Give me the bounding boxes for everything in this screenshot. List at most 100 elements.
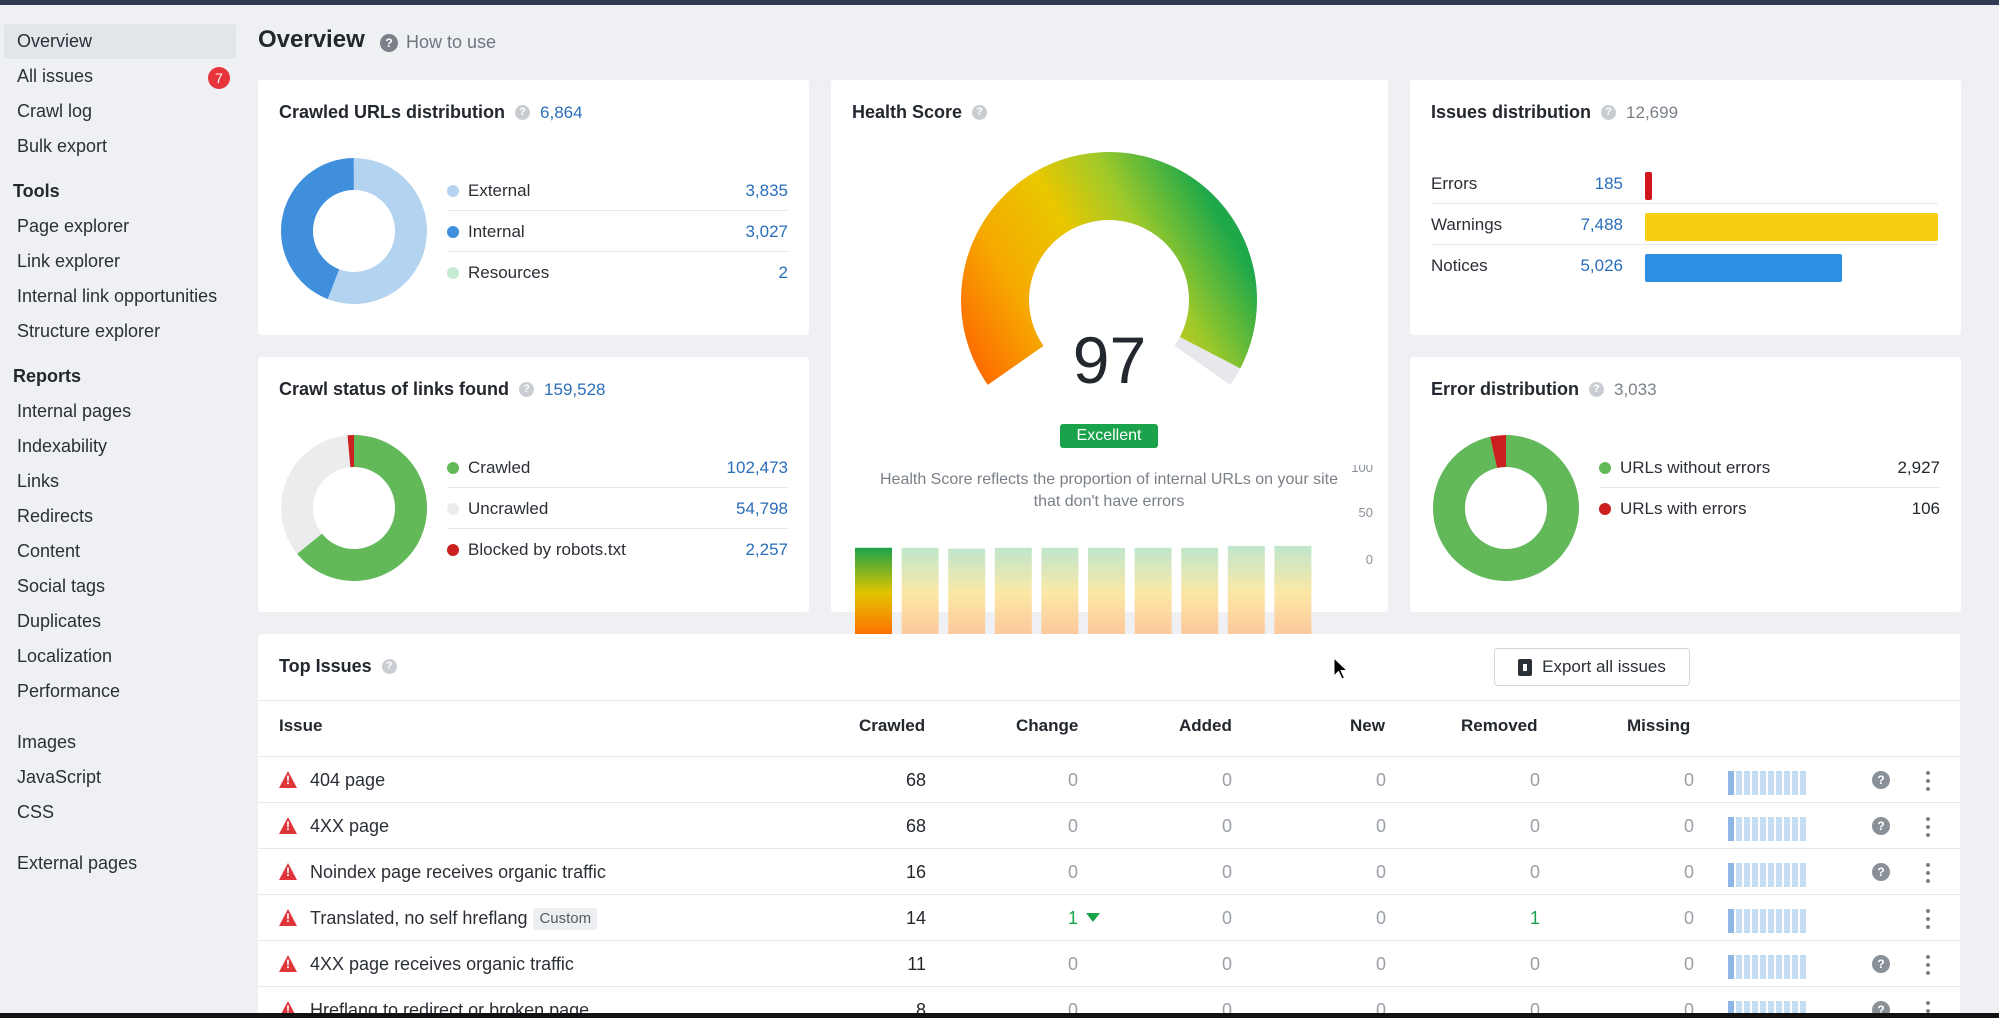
sidebar-item-indexability[interactable]: Indexability <box>4 429 236 464</box>
legend-value[interactable]: 2,927 <box>1897 458 1940 477</box>
help-icon[interactable]: ? <box>972 105 988 120</box>
health-history-bar[interactable] <box>994 547 1032 638</box>
more-options-icon[interactable] <box>1926 955 1930 975</box>
cell-missing[interactable]: 0 <box>1594 849 1694 895</box>
column-header-crawled[interactable]: Crawled <box>859 716 926 735</box>
sidebar-item-links[interactable]: Links <box>4 464 236 499</box>
cell-removed[interactable]: 1 <box>1440 895 1540 941</box>
column-header-added[interactable]: Added <box>1179 716 1232 735</box>
issue-name[interactable]: 404 page <box>310 770 386 790</box>
legend-item-external[interactable]: External 3,835 <box>447 170 788 211</box>
cell-added[interactable]: 0 <box>1132 757 1232 803</box>
donut-slice-urls-with-errors[interactable] <box>1490 435 1506 468</box>
dist-value[interactable]: 185 <box>1594 174 1623 193</box>
trend-sparkline[interactable] <box>1728 1001 1808 1018</box>
legend-value[interactable]: 2 <box>778 263 788 282</box>
help-icon[interactable]: ? <box>1589 382 1604 397</box>
legend-value[interactable]: 3,835 <box>745 181 788 200</box>
card-count[interactable]: 6,864 <box>540 102 583 122</box>
trend-sparkline[interactable] <box>1728 955 1808 979</box>
donut-slice-external[interactable] <box>327 158 427 304</box>
cell-crawled[interactable]: 11 <box>826 941 926 987</box>
sidebar-item-javascript[interactable]: JavaScript <box>4 760 236 795</box>
legend-value[interactable]: 2,257 <box>745 540 788 559</box>
health-history-bar[interactable] <box>901 547 939 638</box>
sidebar-item-performance[interactable]: Performance <box>4 674 236 709</box>
cell-new[interactable]: 0 <box>1286 803 1386 849</box>
column-header-removed[interactable]: Removed <box>1461 716 1538 735</box>
cell-added[interactable]: 0 <box>1132 941 1232 987</box>
column-header-new[interactable]: New <box>1350 716 1385 735</box>
cell-crawled[interactable]: 68 <box>826 757 926 803</box>
table-row[interactable]: 4XX page receives organic traffic 11 0 0 0 0 0… <box>258 940 1960 986</box>
cell-crawled[interactable]: 8 <box>826 987 926 1018</box>
cell-added[interactable]: 0 <box>1132 803 1232 849</box>
help-icon[interactable]: ? <box>515 105 531 120</box>
sidebar-item-crawl-log[interactable]: Crawl log <box>4 94 236 129</box>
legend-value[interactable]: 3,027 <box>745 222 788 241</box>
dist-value[interactable]: 5,026 <box>1580 256 1623 275</box>
sidebar-item-internal-pages[interactable]: Internal pages <box>4 394 236 429</box>
issue-cell[interactable]: Translated, no self hreflang Custom <box>310 895 598 941</box>
issue-name[interactable]: Noindex page receives organic traffic <box>310 862 606 882</box>
cell-change[interactable]: 1 <box>1000 895 1100 941</box>
sidebar-item-all-issues[interactable]: All issues 7 <box>4 59 236 94</box>
cell-missing[interactable]: 0 <box>1594 987 1694 1018</box>
legend-item-urls-without-errors[interactable]: URLs without errors 2,927 <box>1599 447 1940 488</box>
health-history-bar[interactable] <box>1181 547 1219 638</box>
issues-dist-row-errors[interactable]: Errors 185 <box>1431 164 1938 204</box>
dist-value[interactable]: 7,488 <box>1580 215 1623 234</box>
issue-name[interactable]: Translated, no self hreflang <box>310 908 528 928</box>
cell-removed[interactable]: 0 <box>1440 849 1540 895</box>
cell-missing[interactable]: 0 <box>1594 757 1694 803</box>
column-header-issue[interactable]: Issue <box>279 716 323 735</box>
cell-new[interactable]: 0 <box>1286 849 1386 895</box>
export-all-issues-button[interactable]: Export all issues <box>1494 648 1690 686</box>
help-icon[interactable]: ? <box>381 659 397 674</box>
donut-slice-urls-without-errors[interactable] <box>1433 435 1579 581</box>
legend-value[interactable]: 102,473 <box>726 458 788 477</box>
health-history-bar[interactable] <box>1041 547 1079 638</box>
cell-change[interactable]: 0 <box>978 987 1078 1018</box>
trend-sparkline[interactable] <box>1728 771 1808 795</box>
sidebar-item-redirects[interactable]: Redirects <box>4 499 236 534</box>
cell-new[interactable]: 0 <box>1286 987 1386 1018</box>
more-options-icon[interactable] <box>1926 771 1930 791</box>
trend-sparkline[interactable] <box>1728 909 1808 933</box>
legend-item-uncrawled[interactable]: Uncrawled 54,798 <box>447 488 788 529</box>
health-history-bar[interactable] <box>1088 547 1125 638</box>
sidebar-item-link-explorer[interactable]: Link explorer <box>4 244 236 279</box>
cell-change[interactable]: 0 <box>978 803 1078 849</box>
health-history-bar[interactable] <box>1134 547 1172 638</box>
cell-change[interactable]: 0 <box>978 757 1078 803</box>
donut-slice-crawled[interactable] <box>297 435 427 581</box>
health-history-bar[interactable] <box>948 548 986 638</box>
cell-change[interactable]: 0 <box>978 941 1078 987</box>
health-history-bar[interactable] <box>855 547 892 638</box>
column-header-change[interactable]: Change <box>1016 716 1079 735</box>
table-row[interactable]: 404 page 68 0 0 0 0 0? <box>258 756 1960 802</box>
issue-help-icon[interactable]: ? <box>1872 771 1890 789</box>
health-history-bar[interactable] <box>1227 545 1265 638</box>
issue-help-icon[interactable]: ? <box>1872 955 1890 973</box>
cell-added[interactable]: 0 <box>1132 895 1232 941</box>
cell-missing[interactable]: 0 <box>1594 803 1694 849</box>
issue-help-icon[interactable]: ? <box>1872 817 1890 835</box>
sidebar-item-content[interactable]: Content <box>4 534 236 569</box>
legend-item-crawled[interactable]: Crawled 102,473 <box>447 447 788 488</box>
health-history-bar[interactable] <box>1274 545 1312 638</box>
cell-removed[interactable]: 0 <box>1440 757 1540 803</box>
how-to-use-link[interactable]: ? How to use <box>380 32 496 53</box>
issue-cell[interactable]: 404 page <box>310 757 385 803</box>
cell-crawled[interactable]: 16 <box>826 849 926 895</box>
more-options-icon[interactable] <box>1926 817 1930 837</box>
cell-missing[interactable]: 0 <box>1594 895 1694 941</box>
cell-added[interactable]: 0 <box>1132 849 1232 895</box>
sidebar-item-css[interactable]: CSS <box>4 795 236 830</box>
sidebar-item-structure-explorer[interactable]: Structure explorer <box>4 314 236 349</box>
issue-cell[interactable]: 4XX page <box>310 803 389 849</box>
sidebar-item-external-pages[interactable]: External pages <box>4 846 236 881</box>
donut-slice-internal[interactable] <box>281 158 354 300</box>
sidebar-item-localization[interactable]: Localization <box>4 639 236 674</box>
legend-item-urls-with-errors[interactable]: URLs with errors 106 <box>1599 488 1940 529</box>
